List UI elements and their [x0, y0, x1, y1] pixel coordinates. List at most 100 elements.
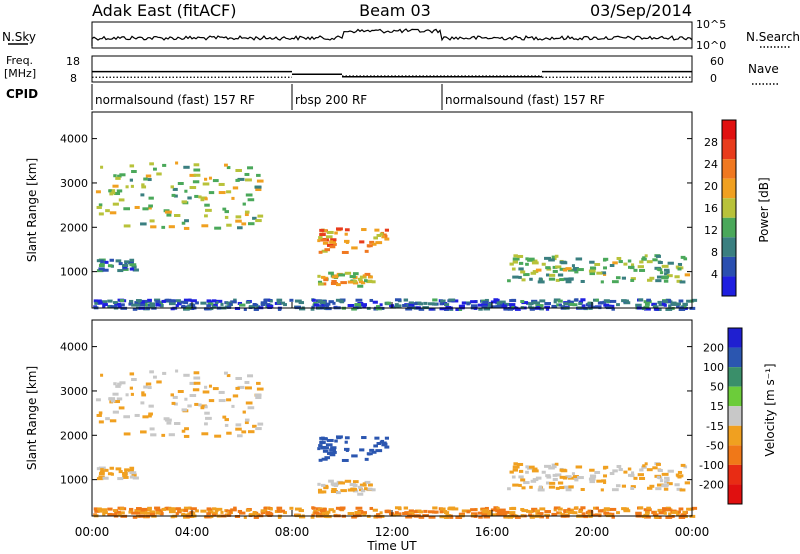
- echo-cell: [532, 509, 537, 513]
- echo-cell: [100, 508, 108, 512]
- noise-sky-trace: [91, 28, 693, 46]
- echo-cell: [260, 510, 266, 514]
- echo-cell: [552, 269, 558, 273]
- echo-cell: [226, 166, 231, 170]
- echo-cell: [513, 254, 518, 258]
- echo-cell: [659, 271, 664, 275]
- echo-cell: [643, 513, 650, 517]
- echo-cell: [105, 209, 110, 213]
- echo-cell: [242, 202, 246, 206]
- echo-cell: [530, 479, 537, 483]
- echo-cell: [497, 304, 502, 308]
- echo-cell: [407, 513, 413, 517]
- echo-cell: [334, 231, 338, 235]
- echo-cell: [466, 510, 470, 514]
- echo-cell: [107, 472, 113, 476]
- echo-cell: [618, 260, 623, 264]
- echo-cell: [269, 507, 273, 511]
- echo-cell: [148, 412, 153, 416]
- colorbar-tick-label: -50: [706, 439, 724, 452]
- echo-cell: [193, 376, 201, 380]
- echo-cell: [222, 207, 227, 211]
- echo-cell: [142, 415, 149, 419]
- echo-cell: [609, 507, 617, 511]
- echo-cell: [344, 232, 348, 236]
- echo-cell: [100, 468, 104, 472]
- echo-cell: [662, 299, 668, 303]
- echo-cell: [235, 178, 240, 182]
- echo-cell: [602, 480, 607, 484]
- echo-cell: [403, 506, 409, 510]
- echo-cell: [458, 515, 463, 519]
- echo-cell: [658, 511, 665, 515]
- echo-cell: [98, 267, 105, 271]
- echo-cell: [544, 305, 550, 309]
- echo-cell: [110, 513, 118, 517]
- echo-cell: [534, 301, 541, 305]
- echo-cell: [507, 307, 513, 311]
- echo-cell: [637, 473, 644, 477]
- echo-cell: [344, 440, 348, 444]
- echo-cell: [128, 299, 134, 303]
- echo-cell: [202, 182, 210, 186]
- echo-cell: [207, 510, 214, 514]
- echo-cell: [560, 513, 566, 517]
- echo-cell: [330, 446, 337, 450]
- echo-cell: [317, 282, 324, 286]
- echo-cell: [381, 235, 386, 239]
- echo-cell: [612, 469, 618, 473]
- echo-cell: [143, 385, 148, 389]
- echo-cell: [231, 404, 235, 408]
- echo-cell: [97, 507, 102, 511]
- echo-cell: [255, 396, 262, 400]
- echo-cell: [580, 279, 585, 283]
- echo-cell: [659, 479, 664, 483]
- echo-cell: [418, 307, 425, 311]
- echo-cell: [532, 301, 537, 305]
- echo-cell: [366, 487, 373, 491]
- echo-cell: [644, 515, 651, 519]
- echo-cell: [192, 388, 200, 392]
- echo-cell: [312, 298, 316, 302]
- echo-cell: [192, 180, 200, 184]
- echo-cell: [331, 279, 337, 283]
- echo-cell: [317, 447, 321, 451]
- echo-cell: [162, 163, 167, 167]
- echo-cell: [566, 301, 570, 305]
- echo-cell: [504, 515, 510, 519]
- echo-cell: [100, 260, 104, 264]
- echo-cell: [252, 510, 257, 514]
- echo-cell: [230, 508, 237, 512]
- velocity-colorbar: 200 100 50 15 -15 -50 -100 -200 Velocity [m s⁻¹…: [699, 327, 777, 505]
- echo-cell: [666, 482, 673, 486]
- echo-cell: [198, 195, 202, 199]
- echo-cell: [418, 515, 425, 519]
- echo-cell: [152, 167, 157, 171]
- echo-cell: [666, 274, 673, 278]
- echo-cell: [415, 301, 422, 305]
- echo-cell: [507, 487, 511, 491]
- echo-cell: [204, 422, 208, 426]
- echo-cell: [141, 391, 145, 395]
- echo-cell: [588, 477, 596, 481]
- echo-cell: [96, 269, 104, 273]
- echo-cell: [154, 506, 161, 510]
- echo-cell: [343, 239, 350, 243]
- echo-cell: [641, 515, 646, 519]
- echo-cell: [448, 298, 456, 302]
- echo-cell: [554, 254, 559, 258]
- echo-cell: [477, 511, 483, 515]
- echo-cell: [443, 511, 450, 515]
- echo-cell: [150, 433, 157, 437]
- echo-cell: [127, 468, 134, 472]
- echo-cell: [166, 421, 172, 425]
- echo-cell: [432, 298, 438, 302]
- echo-cell: [635, 303, 642, 307]
- echo-cell: [639, 476, 646, 480]
- echo-cell: [440, 510, 448, 514]
- echo-cell: [131, 378, 137, 382]
- echo-cell: [496, 506, 500, 510]
- echo-cell: [684, 481, 691, 485]
- echo-cell: [434, 302, 438, 306]
- echo-cell: [311, 305, 315, 309]
